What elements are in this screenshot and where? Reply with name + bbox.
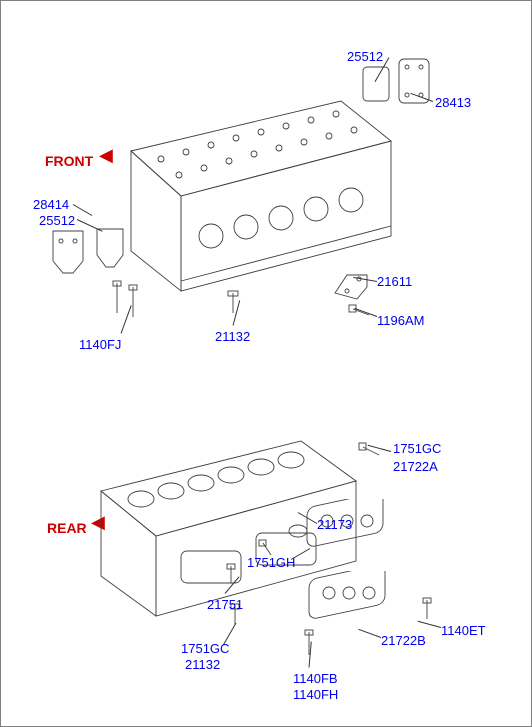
part-link-25512[interactable]: 25512 <box>347 49 383 64</box>
part-link-21722b[interactable]: 21722B <box>381 633 426 648</box>
plug-21173-illus <box>287 521 311 543</box>
gasket-25512-left-illus <box>91 223 131 273</box>
bolt-1140et-illus <box>419 597 443 623</box>
part-link-1140fj[interactable]: 1140FJ <box>79 337 121 352</box>
part-link-1140fh[interactable]: 1140FH <box>293 687 338 702</box>
plate-28414-illus <box>45 223 93 279</box>
part-link-21611[interactable]: 21611 <box>377 274 412 289</box>
part-link-1196am[interactable]: 1196AM <box>377 313 424 328</box>
gasket-21722b-illus <box>303 571 393 631</box>
bolt-1751gc-top-illus <box>357 441 385 465</box>
view-label-front: FRONT <box>45 153 93 169</box>
part-link-1140et[interactable]: 1140ET <box>441 623 486 638</box>
part-link-1140fb[interactable]: 1140FB <box>293 671 338 686</box>
part-link-21751[interactable]: 21751 <box>207 597 243 612</box>
part-link-21722a[interactable]: 21722A <box>393 459 438 474</box>
plate-28413-illus <box>393 55 437 111</box>
part-link-1751gc[interactable]: 1751GC <box>393 441 441 456</box>
part-link-28413[interactable]: 28413 <box>435 95 471 110</box>
part-link-21173[interactable]: 21173 <box>317 517 352 532</box>
part-link-28414[interactable]: 28414 <box>33 197 69 212</box>
bolts-1140fj-illus <box>109 279 149 323</box>
part-link-21132[interactable]: 21132 <box>185 657 220 672</box>
gasket-25512-top-illus <box>359 63 395 107</box>
bolt-1140fb-illus <box>301 629 323 659</box>
part-link-1751gh[interactable]: 1751GH <box>247 555 295 570</box>
part-link-21132[interactable]: 21132 <box>215 329 250 344</box>
part-link-25512[interactable]: 25512 <box>39 213 75 228</box>
